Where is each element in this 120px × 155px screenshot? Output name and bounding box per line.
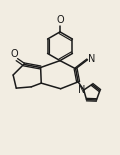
Text: O: O — [56, 15, 64, 25]
Text: O: O — [11, 49, 18, 59]
Text: N: N — [88, 54, 96, 64]
Text: N: N — [78, 85, 85, 95]
